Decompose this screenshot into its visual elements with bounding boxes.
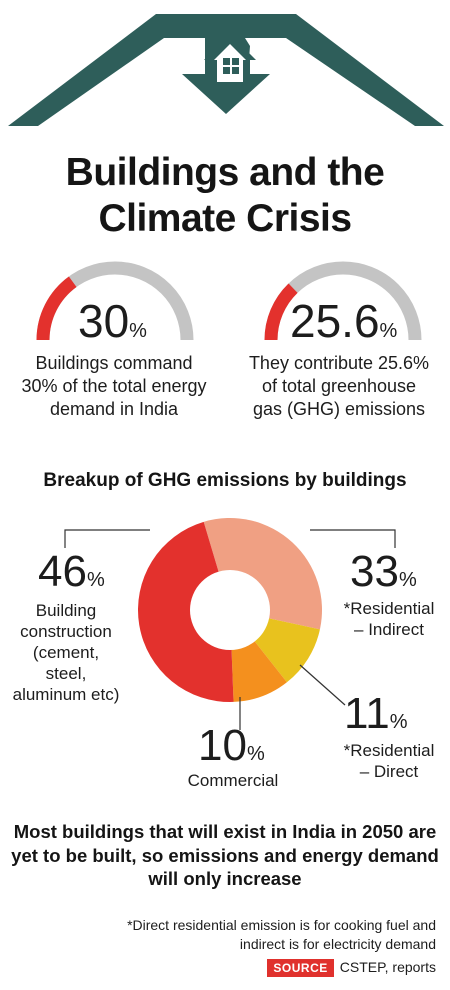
- footnote: *Direct residential emission is for cook…: [127, 917, 436, 952]
- commercial-value: 10%: [198, 721, 265, 770]
- res-direct-label: *Residential – Direct: [343, 741, 435, 781]
- source-text: CSTEP, reports: [339, 959, 436, 975]
- donut-chart: [64, 517, 396, 730]
- commercial-label: Commercial: [187, 771, 279, 790]
- donut-slice: [137, 521, 234, 702]
- energy-gauge: [36, 261, 194, 341]
- construction-value: 46%: [38, 547, 105, 596]
- res-direct-value: 11%: [344, 689, 408, 738]
- res-indirect-label: *Residential – Indirect: [343, 599, 435, 639]
- ghg-share-value: 25.6%: [290, 295, 398, 347]
- res-indirect-value: 33%: [350, 547, 417, 596]
- chart-title: Breakup of GHG emissions by buildings: [43, 470, 407, 491]
- leader-line-res-direct: [299, 664, 346, 706]
- source-badge: SOURCE: [267, 959, 334, 977]
- title-line-2: Climate Crisis: [98, 197, 352, 240]
- ghg-caption: They contribute 25.6% of total greenhouse…: [248, 353, 430, 419]
- leader-line-construction: [64, 529, 150, 548]
- leader-line-res-indirect: [310, 529, 396, 548]
- energy-caption: Buildings command 30% of the total energy…: [21, 353, 207, 419]
- house-roof-icon: [8, 14, 444, 126]
- ghg-gauge: [264, 261, 422, 341]
- energy-share-value: 30%: [78, 295, 147, 347]
- footer-text: Most buildings that will exist in India …: [11, 821, 439, 889]
- title-line-1: Buildings and the: [65, 151, 385, 194]
- source-line: SOURCE CSTEP, reports: [6, 958, 436, 978]
- construction-label: Building construction (cement, steel, alumin…: [12, 601, 120, 704]
